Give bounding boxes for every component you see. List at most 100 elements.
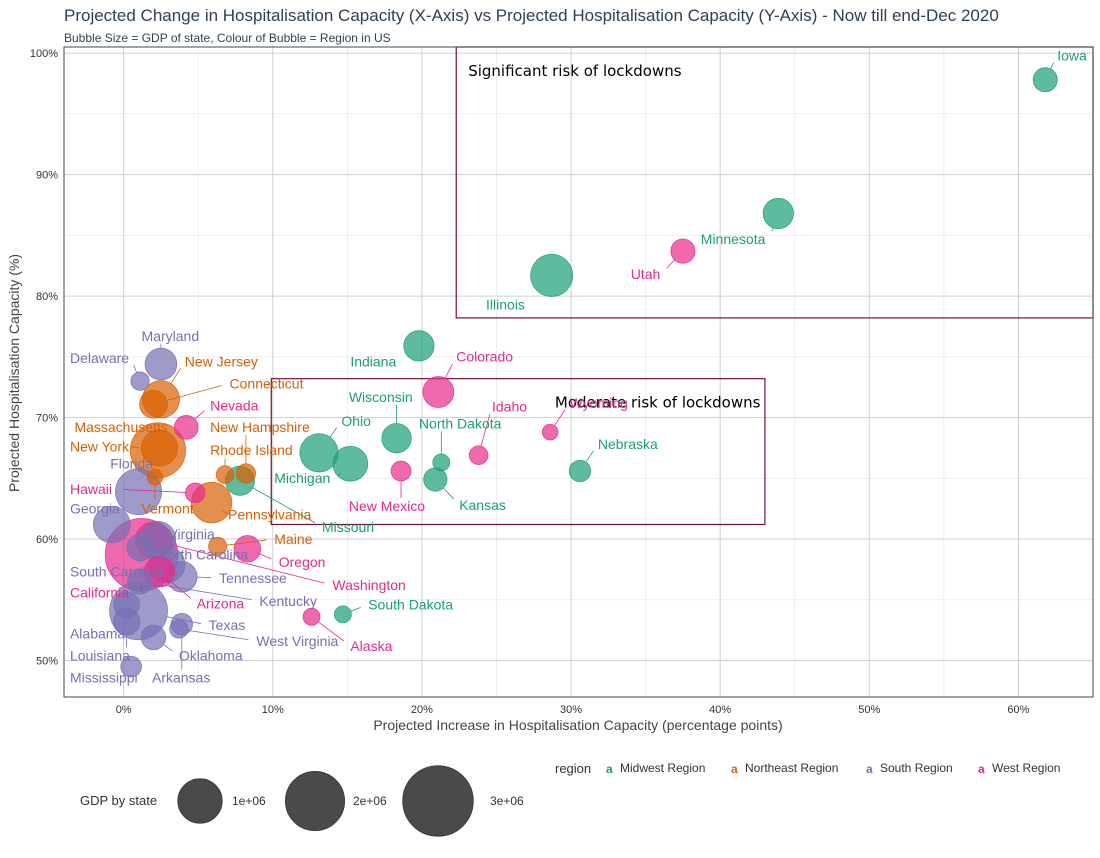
point-label: Maine — [274, 531, 312, 547]
point-label: South Dakota — [368, 597, 453, 613]
legend-size-label: 2e+06 — [353, 794, 387, 808]
point-label: Tennessee — [219, 570, 287, 586]
bubbles — [92, 67, 1058, 678]
label-connector — [771, 227, 774, 232]
label-connector — [130, 446, 139, 449]
point-label: Wisconsin — [349, 389, 413, 405]
legend-region-title: region — [555, 761, 591, 776]
point-label: South Carolina — [70, 564, 163, 580]
bubble — [144, 347, 178, 381]
point-label: Ohio — [341, 413, 371, 429]
bubble — [423, 467, 448, 492]
point-label: Colorado — [456, 349, 513, 365]
bubble — [332, 445, 369, 482]
bubble — [235, 463, 257, 484]
bubble — [333, 605, 352, 624]
point-label: New Hampshire — [210, 419, 310, 435]
label-connector — [166, 616, 201, 624]
bubble — [1032, 67, 1058, 93]
y-tick-label: 90% — [36, 170, 58, 182]
bubble — [215, 465, 235, 484]
point-label: Nevada — [210, 397, 258, 413]
point-label: Alaska — [350, 638, 392, 654]
point-label: New Mexico — [349, 498, 425, 514]
point-label: Nebraska — [598, 436, 658, 452]
bubble — [432, 453, 451, 472]
label-connector — [585, 450, 594, 463]
label-connector — [166, 385, 222, 401]
bubble — [130, 371, 150, 391]
point-label: Massachusetts — [74, 419, 167, 435]
bubble — [670, 238, 696, 264]
bubble — [92, 505, 131, 544]
bubble — [233, 535, 262, 563]
label-connector — [170, 581, 191, 599]
point-label: Idaho — [492, 398, 527, 414]
label-connector — [554, 409, 566, 426]
legend-label: Northeast Region — [745, 761, 838, 775]
label-connector — [170, 368, 181, 384]
point-label: Iowa — [1057, 47, 1087, 63]
point-label: Maryland — [142, 328, 200, 344]
point-label: Indiana — [350, 354, 396, 370]
point-label: Pennsylvania — [228, 507, 311, 523]
label-connector — [221, 509, 229, 515]
legend-size-label: 3e+06 — [490, 794, 524, 808]
point-label: Delaware — [70, 350, 129, 366]
bubble — [530, 253, 574, 297]
point-label: Missouri — [322, 519, 374, 535]
point-label: Texas — [209, 617, 246, 633]
label-connector — [444, 363, 453, 379]
legend-region: region a Midwest Region a Northeast Region a… — [555, 761, 1060, 776]
point-label: Florida — [110, 456, 153, 472]
label-connector — [123, 617, 126, 626]
legend-key: a — [866, 762, 873, 776]
bubble — [185, 482, 206, 504]
bubble — [120, 655, 142, 678]
label-connector — [252, 487, 316, 524]
point-label: California — [70, 584, 129, 600]
legend-size-circle — [177, 778, 223, 824]
point-label: Kansas — [459, 497, 506, 513]
annotation-label: Significant risk of lockdowns — [468, 62, 682, 80]
legend-key: a — [731, 762, 738, 776]
point-label: Connecticut — [230, 375, 304, 391]
annotation-box — [270, 378, 766, 526]
bubble — [126, 533, 154, 562]
point-label: Alabama — [70, 626, 125, 642]
point-label: Vermont — [142, 501, 194, 517]
bubble — [299, 433, 339, 473]
bubble — [568, 459, 592, 483]
bubble — [208, 536, 228, 556]
legend-size-label: 1e+06 — [232, 794, 266, 808]
point-label: Oklahoma — [179, 648, 243, 664]
legend-label: Midwest Region — [620, 761, 705, 775]
legend-size-circle — [402, 765, 474, 837]
bubble — [127, 568, 153, 595]
label-connector — [226, 539, 267, 546]
point-label: Kentucky — [259, 593, 317, 609]
y-tick-label: 80% — [36, 291, 58, 303]
bubble — [140, 624, 167, 651]
annotation-label: Moderate risk of lockdowns — [555, 394, 761, 412]
bubble — [390, 460, 412, 482]
point-label: Oregon — [279, 554, 326, 570]
point-label: Louisiana — [70, 648, 130, 664]
x-tick-label: 10% — [262, 704, 284, 716]
legend-size-title: GDP by state — [80, 793, 157, 808]
label-connector — [187, 629, 249, 641]
label-connector — [350, 607, 361, 612]
chart-title: Projected Change in Hospitalisation Capa… — [64, 6, 999, 25]
label-connector — [152, 583, 252, 600]
x-tick-label: 40% — [709, 704, 731, 716]
bubble — [762, 197, 794, 230]
x-tick-label: 20% — [411, 704, 433, 716]
axis-ticks: 0% 10% 20% 30% 40% 50% 60% 50% 60% 70% 80% 90% 100% — [30, 48, 1030, 716]
point-label: Utah — [631, 266, 661, 282]
label-connector — [666, 259, 675, 269]
point-label: Minnesota — [701, 231, 766, 247]
point-label: Wyoming — [570, 395, 628, 411]
legend-label: West Region — [992, 761, 1060, 775]
point-label: New Jersey — [185, 354, 258, 370]
point-label: North Carolina — [158, 547, 248, 563]
